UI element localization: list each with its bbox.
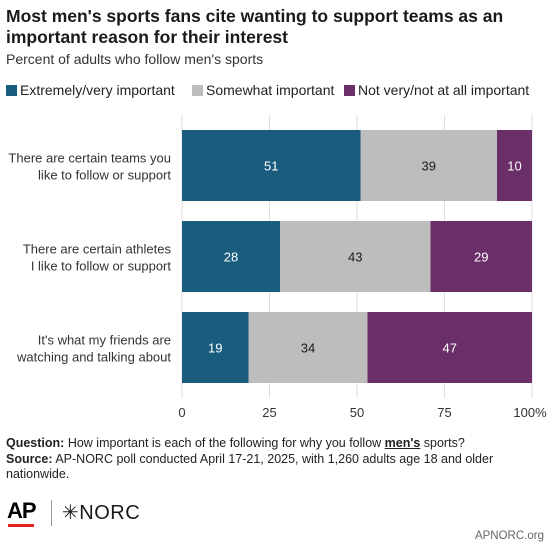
data-label-row1-series1: 43 (348, 250, 362, 265)
question-end: sports? (423, 436, 465, 450)
stacked-bar-chart: 51 39 10 There are certain teams you like to… (8, 115, 547, 420)
data-label-row1-series0: 28 (224, 250, 238, 265)
category-label-row0-line0: There are certain teams you (8, 151, 171, 166)
legend-item-not-very: Not very/not at all important (344, 81, 529, 99)
legend-label-extremely-very: Extremely/very important (20, 82, 175, 98)
legend-label-not-very: Not very/not at all important (358, 82, 530, 98)
ap-logo-underline (8, 524, 34, 527)
credit-link[interactable]: APNORC.org (474, 530, 544, 542)
category-label-row1-line1: I like to follow or support (31, 259, 172, 274)
source-note: Source: AP-NORC poll conducted April 17-… (6, 452, 546, 483)
data-label-row1-series2: 29 (474, 250, 488, 265)
legend-label-somewhat: Somewhat important (206, 82, 335, 98)
question-note: Question: How important is each of the f… (6, 436, 546, 452)
bar-row0-series1 (360, 130, 497, 201)
x-tick-label-50: 50 (350, 405, 364, 420)
source-text: AP-NORC poll conducted April 17-21, 2025… (6, 451, 494, 482)
bar-row2-series1 (248, 312, 368, 383)
bar-row1-series0 (182, 221, 280, 292)
legend-swatch-somewhat (192, 85, 203, 96)
x-tick-label-0: 0 (178, 405, 185, 420)
category-label-row2-line1: watching and talking about (16, 350, 171, 365)
data-label-row2-series1: 34 (301, 341, 315, 356)
x-tick-label-75: 75 (437, 405, 451, 420)
bar-row2-series2 (367, 312, 532, 383)
data-label-row0-series0: 51 (264, 159, 278, 174)
data-label-row2-series0: 19 (208, 341, 222, 356)
legend-item-somewhat: Somewhat important (192, 81, 334, 99)
bar-row1-series1 (280, 221, 431, 292)
bar-row0-series2 (497, 130, 532, 201)
data-label-row0-series2: 10 (507, 159, 521, 174)
question-label: Question: (6, 436, 65, 450)
footer-notes: Question: How important is each of the f… (6, 436, 546, 483)
data-label-row0-series1: 39 (422, 159, 436, 174)
category-label-row2-line0: It's what my friends are (38, 333, 171, 348)
bar-row0-series0 (182, 130, 361, 201)
category-label-row0-line1: like to follow or support (38, 168, 171, 183)
bar-row2-series0 (182, 312, 249, 383)
chart-title: Most men's sports fans cite wanting to s… (6, 6, 504, 47)
source-label: Source: (6, 451, 53, 466)
logo-divider (51, 500, 52, 526)
category-label-row1-line0: There are certain athletes (23, 242, 172, 257)
legend-item-extremely-very: Extremely/very important (6, 81, 175, 99)
legend: Extremely/very important Somewhat import… (6, 81, 548, 99)
ap-logo: AP (7, 498, 37, 523)
data-label-row2-series2: 47 (443, 341, 457, 356)
question-text: How important is each of the following f… (67, 436, 382, 450)
legend-swatch-extremely-very (6, 85, 17, 96)
question-emphasis: men's (384, 436, 421, 450)
chart-subtitle: Percent of adults who follow men's sport… (6, 51, 264, 67)
legend-swatch-not-very (344, 85, 355, 96)
x-tick-label-100: 100% (513, 405, 547, 420)
x-tick-label-25: 25 (262, 405, 276, 420)
norc-logo: ✳NORC (62, 502, 141, 524)
bar-row1-series2 (430, 221, 532, 292)
